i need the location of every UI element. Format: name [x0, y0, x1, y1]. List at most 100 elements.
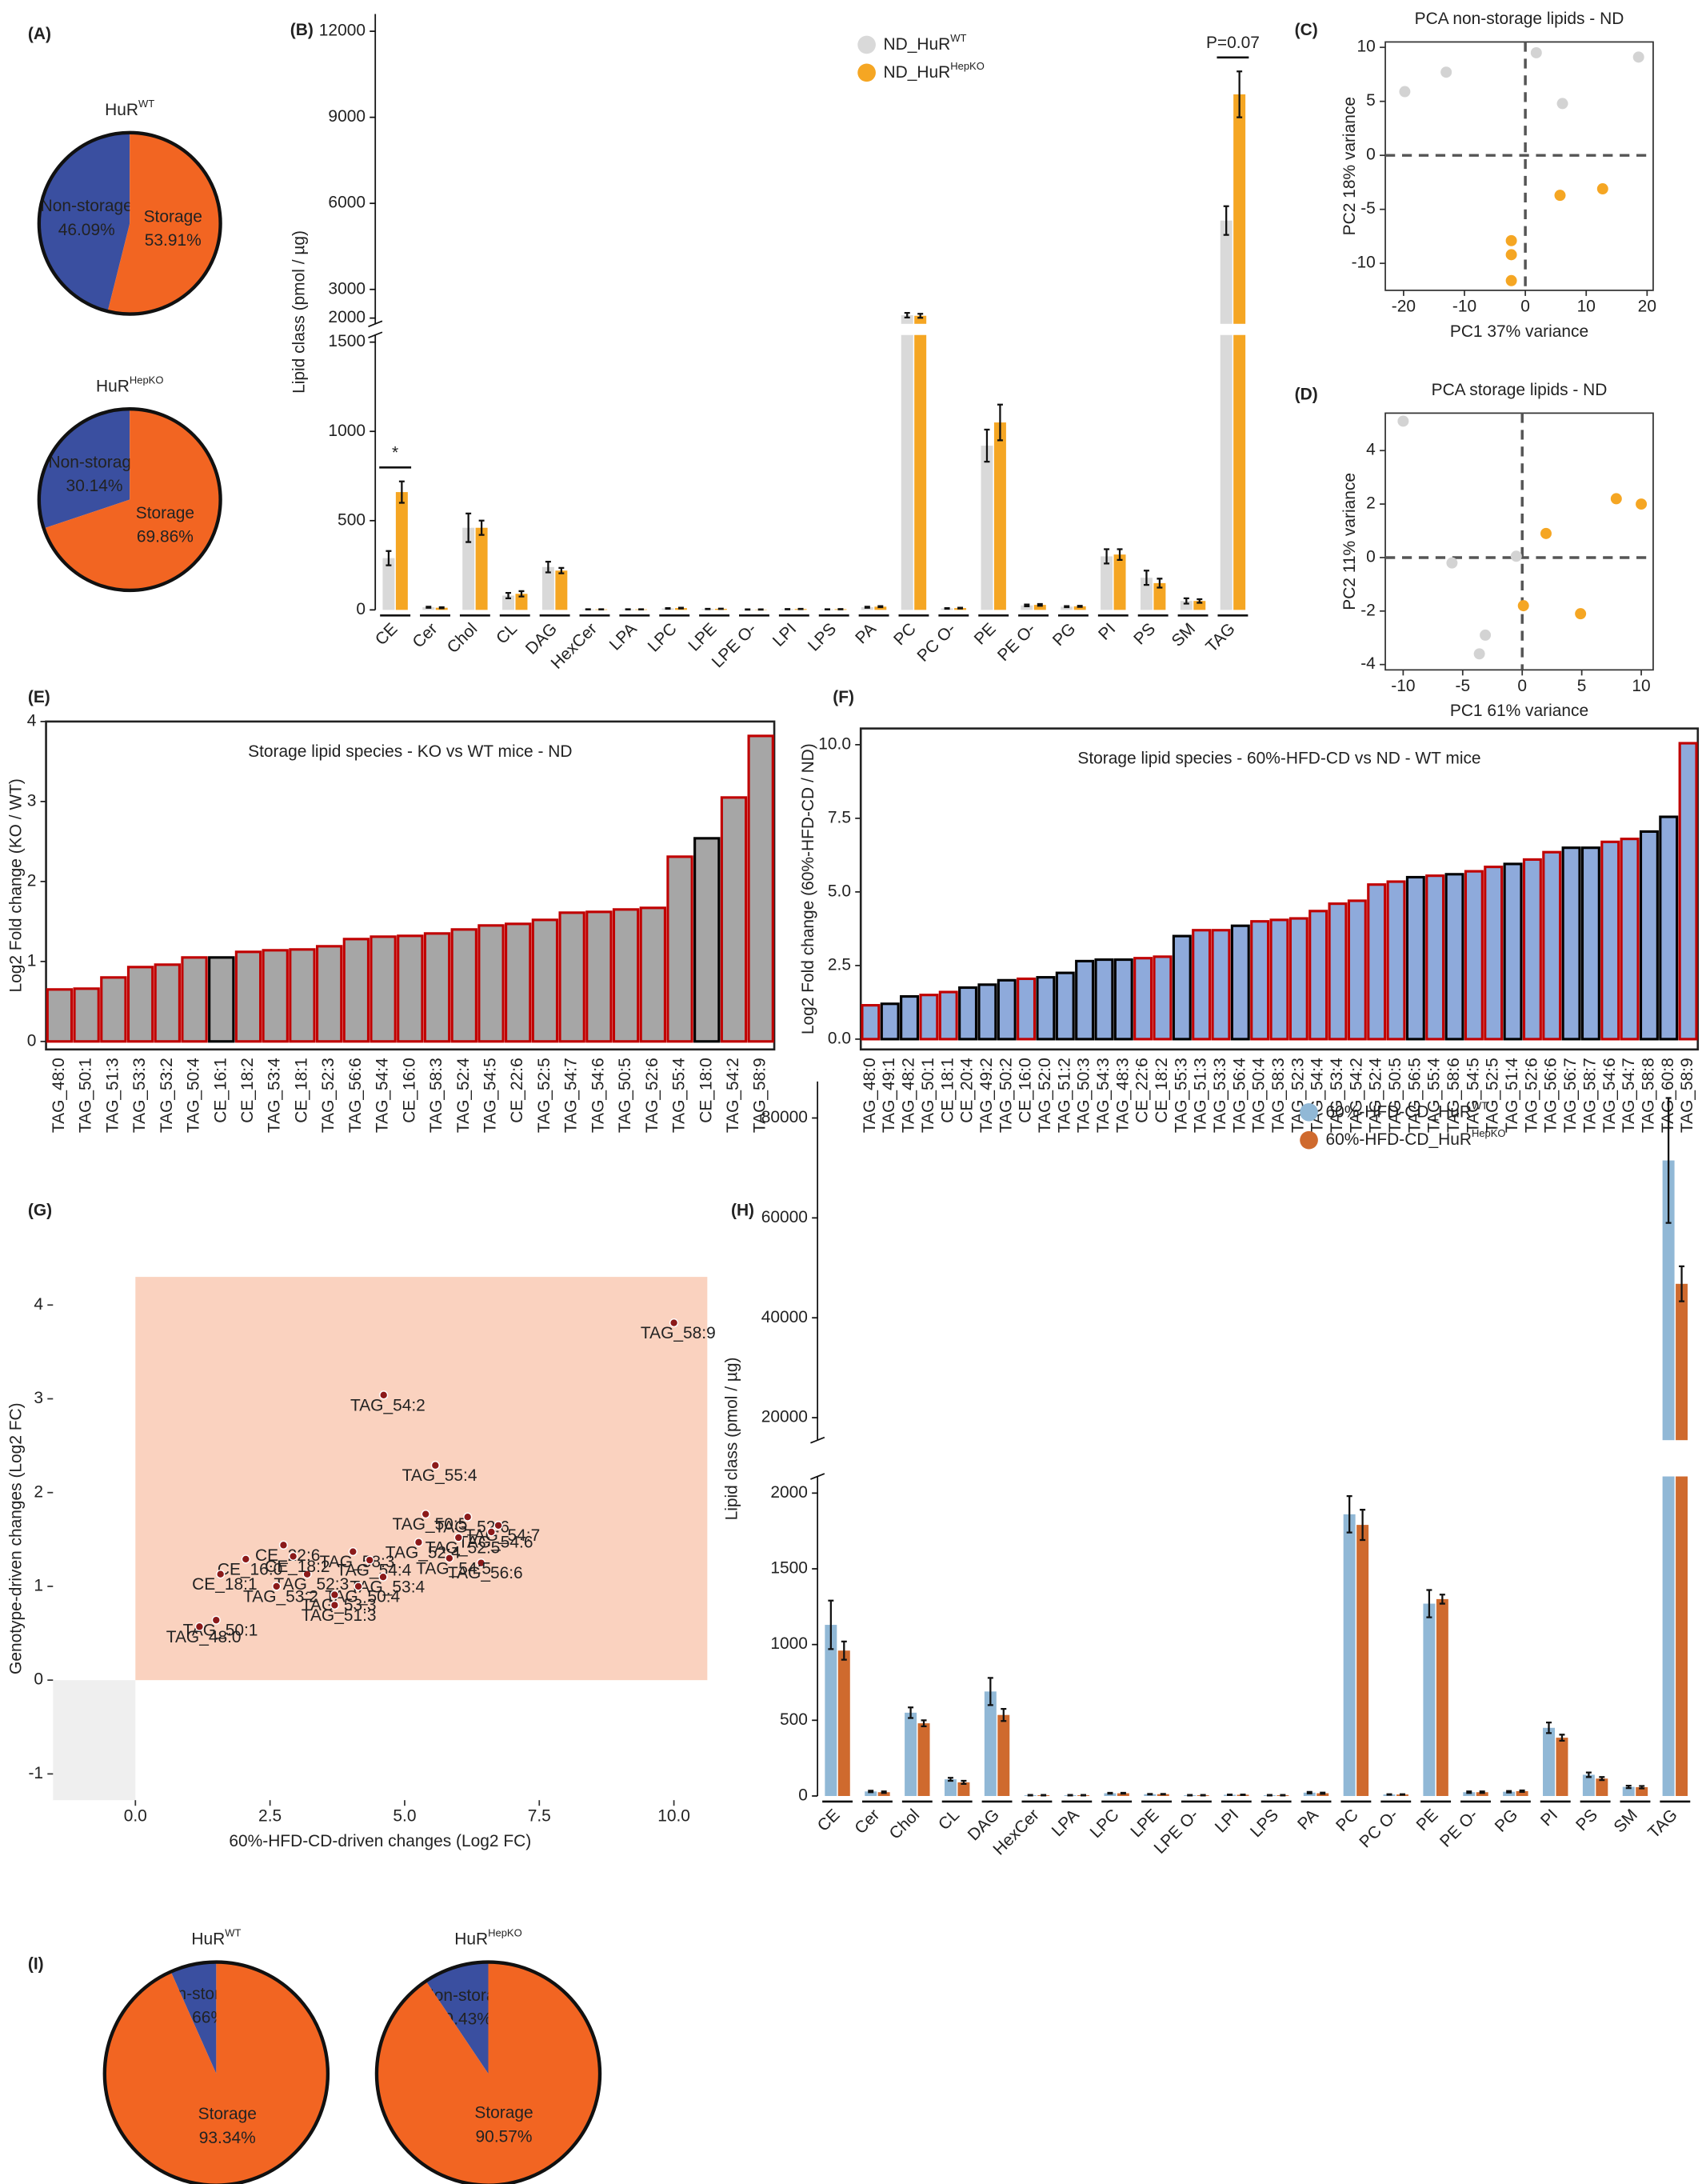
axis-break [810, 1473, 825, 1480]
bar [502, 595, 515, 610]
shaded-quadrant [53, 1680, 136, 1801]
x-tick-label: Cer [409, 619, 441, 651]
x-tick-label: 2.5 [258, 1807, 282, 1826]
bar [208, 956, 235, 1043]
panel-label: (B) [290, 21, 314, 39]
error-bar [921, 1719, 927, 1728]
bar [997, 1714, 1010, 1796]
y-tick-label: 0 [34, 1670, 43, 1689]
bar [1133, 957, 1153, 1041]
legend-label-main: ND_HuR [884, 62, 951, 81]
y-tick-label: 4 [27, 711, 37, 730]
x-tick-label: TAG_54:2 [724, 1058, 742, 1133]
bar [877, 1792, 890, 1796]
bar [1436, 1598, 1448, 1796]
x-tick-label: CE_16:0 [1017, 1058, 1035, 1122]
chart-title: PCA storage lipids - ND [1432, 381, 1608, 399]
bar [1639, 830, 1659, 1041]
error-bar [1223, 205, 1229, 236]
point [453, 1533, 463, 1542]
bar [993, 422, 1006, 610]
x-tick-label: TAG_49:1 [880, 1058, 898, 1133]
x-tick-label: Chol [886, 1806, 924, 1843]
bar [639, 906, 667, 1043]
legend-swatch [1300, 1102, 1318, 1122]
y-tick-label: 5 [1366, 91, 1376, 110]
bar-lower [901, 334, 913, 610]
plot-frame [859, 727, 1700, 1051]
legend-label-main: ND_HuR [884, 34, 951, 53]
bar [1582, 1774, 1595, 1796]
bar [1153, 955, 1173, 1041]
x-tick-label: 0 [1517, 677, 1527, 695]
x-tick-label: CL [493, 619, 521, 647]
error-bar [1665, 1097, 1672, 1224]
bar [1104, 1793, 1117, 1796]
point-label: TAG_54:4 [337, 1562, 412, 1580]
x-axis-label: PC1 61% variance [1450, 702, 1588, 720]
x-tick-label: TAG_51:3 [103, 1058, 122, 1133]
x-tick-label: TAG_54:4 [374, 1058, 392, 1133]
error-bar [1143, 570, 1149, 586]
pie-outline [37, 407, 222, 593]
bar [342, 938, 370, 1043]
x-tick-label: TAG_54:6 [589, 1058, 607, 1133]
bar [747, 734, 774, 1043]
point-label: TAG_52:5 [426, 1538, 501, 1557]
point [421, 1510, 430, 1519]
x-tick-label: TAG_53:4 [266, 1058, 284, 1133]
point [486, 1527, 496, 1537]
bar [1192, 929, 1212, 1041]
pie-title: HuRHepKO [454, 1927, 521, 1949]
x-tick-label: PI [1537, 1806, 1561, 1830]
error-bar [1546, 1722, 1552, 1734]
x-tick-label: TAG_54:3 [1094, 1058, 1113, 1133]
bar [555, 570, 568, 610]
point [1480, 629, 1492, 641]
bar [382, 558, 395, 610]
x-tick-label: LPC [645, 619, 681, 655]
bar [1561, 846, 1581, 1041]
point [476, 1558, 486, 1568]
pie-outline [102, 1960, 330, 2184]
bar [1172, 934, 1192, 1041]
x-axis-label: PC1 37% variance [1450, 322, 1588, 341]
y-tick-label: 60000 [761, 1208, 808, 1226]
point [1397, 415, 1409, 427]
slice-label: Non-storage [41, 197, 133, 215]
y-tick-label: 4 [34, 1295, 43, 1314]
bar [917, 1723, 930, 1796]
bar [1075, 959, 1095, 1041]
y-tick-label: -1 [28, 1764, 43, 1782]
bar [395, 492, 408, 610]
x-tick-label: TAG_52:3 [1288, 1058, 1307, 1133]
y-tick-label: 7.5 [828, 808, 851, 826]
x-tick-label: TAG_55:4 [670, 1058, 689, 1133]
pie-title-main: HuR [454, 1930, 488, 1948]
x-tick-label: TAG [1644, 1806, 1681, 1842]
error-bar [944, 606, 950, 610]
axis-break [368, 320, 383, 328]
x-tick-label: CE_22:6 [1133, 1058, 1152, 1122]
error-bar [1360, 1509, 1366, 1542]
error-bar [438, 606, 445, 610]
annotation: * [392, 443, 398, 462]
x-tick-label: CE_20:4 [958, 1058, 977, 1123]
error-bar [1679, 1265, 1685, 1302]
bar [181, 956, 208, 1043]
slice-value: 9.43% [445, 2010, 492, 2029]
x-tick-label: TAG_58:9 [1678, 1058, 1696, 1133]
bar [1620, 838, 1640, 1041]
error-bar [868, 1790, 874, 1794]
point-label: TAG_55:4 [402, 1466, 477, 1485]
bar [865, 1791, 877, 1796]
error-bar [1559, 1734, 1565, 1742]
x-tick-label: TAG_55:4 [1425, 1058, 1444, 1133]
error-bar [1001, 1707, 1007, 1722]
y-tick-label: 1 [27, 951, 37, 970]
x-tick-label: CL [935, 1806, 963, 1834]
bar [984, 1691, 997, 1796]
error-bar [881, 1790, 887, 1794]
